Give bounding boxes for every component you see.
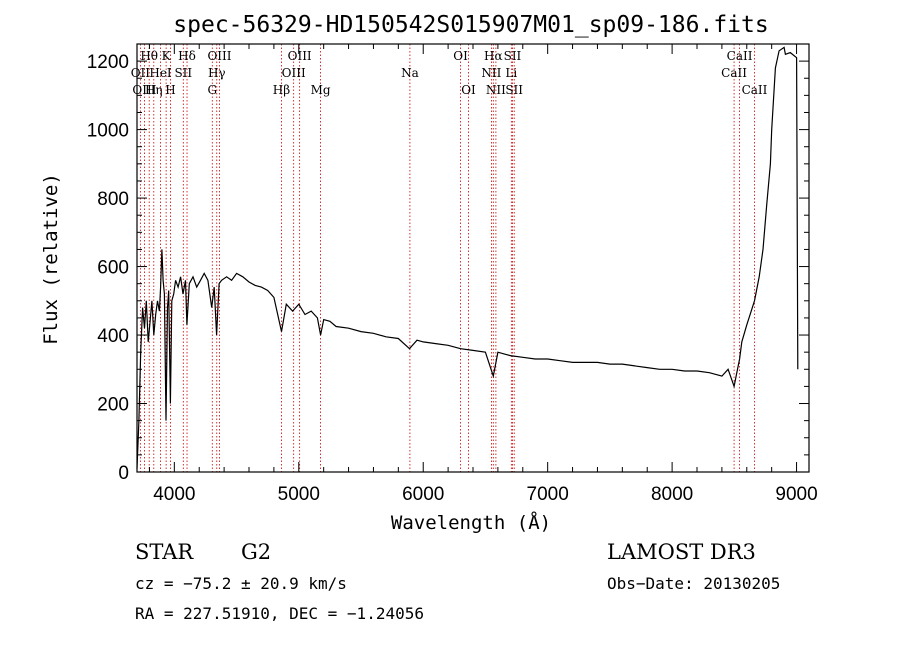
spectral-line-label: Li xyxy=(505,66,517,80)
y-tick-label: 800 xyxy=(97,189,129,210)
object-subclass: G2 xyxy=(241,540,271,564)
spectral-line-label: CaII xyxy=(742,83,768,97)
x-axis-label: Wavelength (Å) xyxy=(391,511,551,534)
y-axis-label: Flux (relative) xyxy=(40,173,62,345)
spectral-line-label: Hη xyxy=(145,83,163,97)
spectral-line-label: OIII xyxy=(207,49,231,63)
y-tick-label: 200 xyxy=(97,395,129,416)
x-tick-label: 6000 xyxy=(402,484,444,505)
redshift-cz: cz = −75.2 ± 20.9 km/s xyxy=(135,574,347,593)
y-tick-label: 400 xyxy=(97,326,129,347)
spectral-line-label: HeI xyxy=(149,66,172,80)
spectral-line-label: Hδ xyxy=(178,49,196,63)
x-tick-label: 8000 xyxy=(651,484,693,505)
plot-frame xyxy=(136,43,810,473)
flux-series-line xyxy=(136,46,799,469)
spectral-line-label: OII xyxy=(131,66,151,80)
spectral-line-markers xyxy=(139,44,755,472)
spectral-line-label: NII xyxy=(486,83,506,97)
spectral-line-label: CaII xyxy=(721,66,747,80)
ra-dec-coordinates: RA = 227.51910, DEC = −1.24056 xyxy=(135,604,424,623)
spectral-line-label: Na xyxy=(401,66,419,80)
spectral-line-label: G xyxy=(207,83,217,97)
survey-name: LAMOST DR3 xyxy=(607,540,756,564)
chart-title: spec-56329-HD150542S015907M01_sp09-186.f… xyxy=(173,12,768,38)
y-tick-label: 1000 xyxy=(87,121,129,142)
observation-date: Obs−Date: 20130205 xyxy=(607,574,780,593)
spectral-line-label: OI xyxy=(453,49,468,63)
y-tick-label: 600 xyxy=(97,258,129,279)
spectral-line-label: OIII xyxy=(282,66,306,80)
y-tick-label: 0 xyxy=(118,463,129,484)
spectral-line-label: K xyxy=(162,49,172,63)
spectral-line-label: H xyxy=(165,83,175,97)
spectral-line-label: SII xyxy=(505,83,523,97)
spectral-line-label: SII xyxy=(504,49,522,63)
spectral-line-label: Hγ xyxy=(208,66,226,80)
x-tick-label: 7000 xyxy=(527,484,569,505)
spectral-line-label: OI xyxy=(461,83,476,97)
x-axis-ticks: 4000 5000 6000 7000 8000 9000 xyxy=(148,44,818,505)
x-tick-label: 9000 xyxy=(775,484,817,505)
y-tick-label: 1200 xyxy=(87,52,129,73)
spectral-line-label: Hβ xyxy=(273,83,290,97)
spectral-line-label: NII xyxy=(481,66,501,80)
x-tick-label: 4000 xyxy=(153,484,195,505)
spectral-line-label: Hα xyxy=(484,49,503,63)
spectral-line-label: Mg xyxy=(311,83,331,97)
spectral-line-label: OIII xyxy=(288,49,312,63)
y-axis-ticks: 0 200 400 600 800 1000 1200 xyxy=(87,52,809,484)
spectral-line-label: SII xyxy=(174,66,192,80)
spectral-line-label: CaII xyxy=(727,49,753,63)
x-tick-label: 5000 xyxy=(278,484,320,505)
spectral-line-label: Hθ xyxy=(140,49,158,63)
spectral-line-label: OIII xyxy=(132,83,156,97)
object-class: STAR xyxy=(135,540,194,564)
